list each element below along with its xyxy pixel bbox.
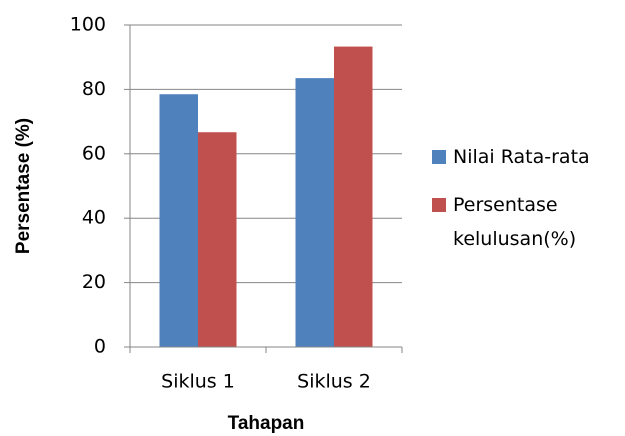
bar — [334, 46, 373, 347]
y-tick-label: 100 — [70, 14, 106, 36]
bar — [295, 78, 334, 347]
y-tick-label: 20 — [82, 271, 106, 293]
legend-swatch — [432, 198, 446, 212]
bar — [159, 94, 198, 347]
bar — [198, 132, 237, 347]
legend-swatch — [432, 150, 446, 164]
legend-label: Nilai Rata-rata — [453, 146, 590, 168]
y-axis-title: Persentase (%) — [13, 118, 34, 254]
x-tick-label: Siklus 1 — [161, 371, 235, 393]
x-axis-title: Tahapan — [228, 413, 305, 434]
y-tick-label: 60 — [82, 142, 106, 164]
y-tick-label: 80 — [82, 78, 106, 100]
x-tick-label: Siklus 2 — [297, 371, 371, 393]
legend-label: Persentase kelulusan(%) — [453, 194, 577, 250]
y-tick-label: 40 — [82, 207, 106, 229]
y-tick-label: 0 — [94, 336, 106, 358]
